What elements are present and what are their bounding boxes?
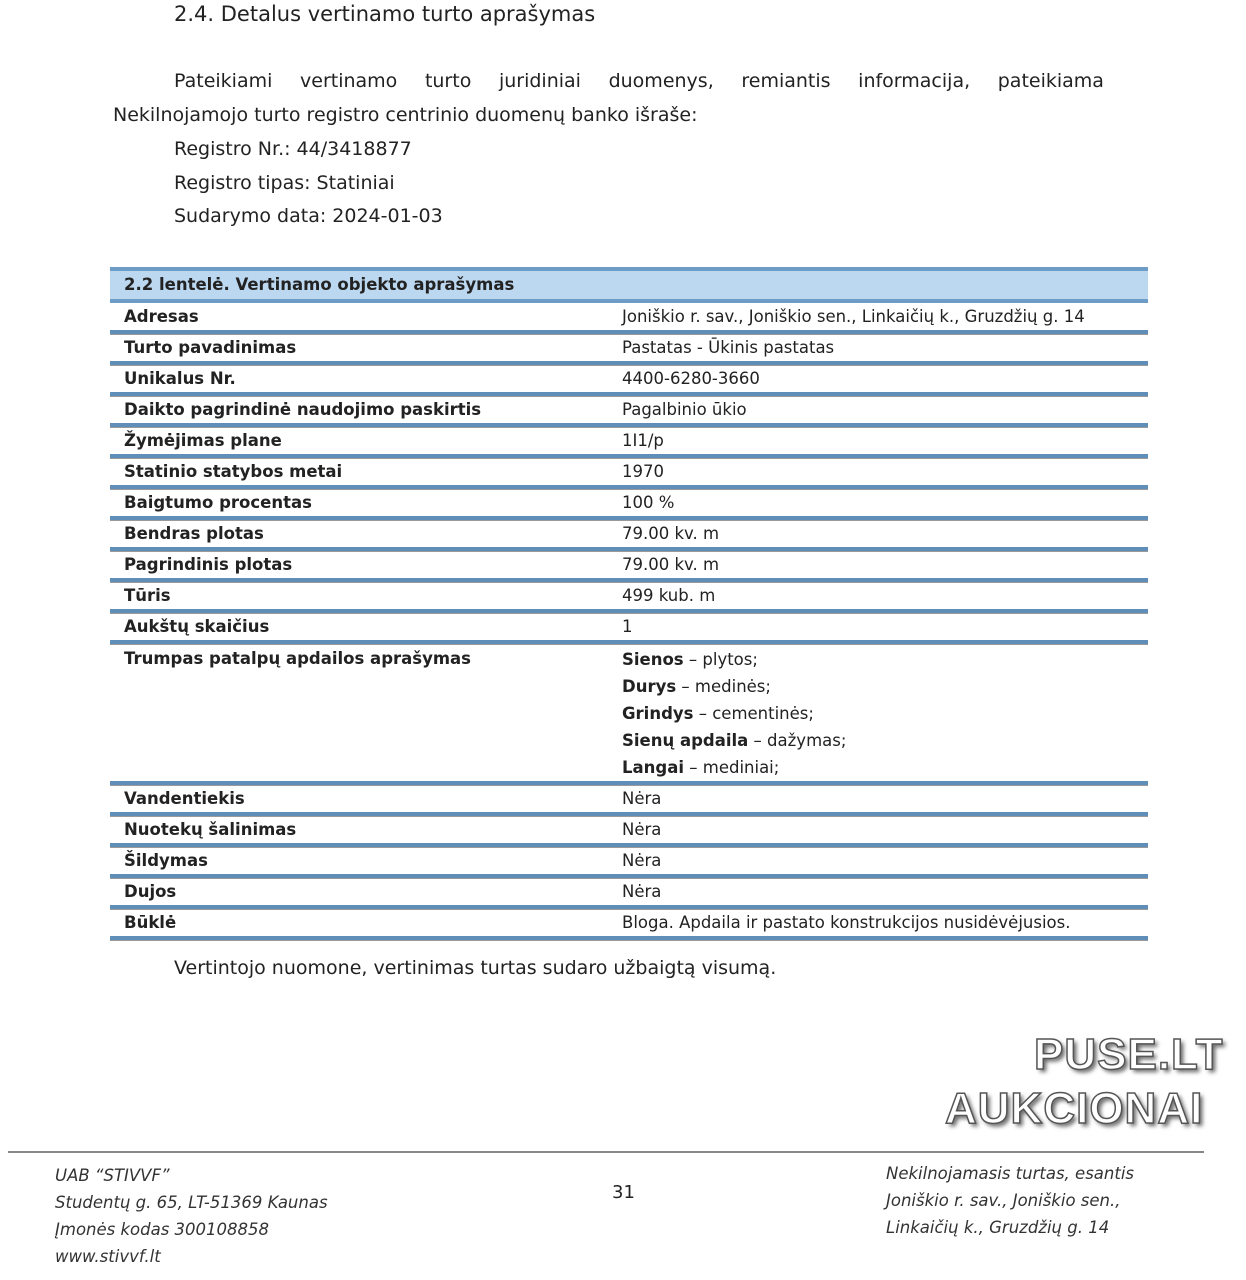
footer-property-line: Nekilnojamasis turtas, esantis [886,1164,1135,1183]
footer-company: UAB “STIVVF” Studentų g. 65, LT-51369 Ka… [55,1162,328,1270]
finish-item-label: Durys [622,677,677,696]
finish-item: Sienų apdaila – dažymas; [622,727,1148,754]
intro-line-2: Nekilnojamojo turto registro centrinio d… [113,104,698,126]
table-row: Dujos Nėra [110,878,1148,909]
page-number: 31 [612,1182,635,1203]
row-value: 100 % [622,493,675,512]
finish-item-label: Sienos [622,650,684,669]
row-key: Unikalus Nr. [124,369,236,388]
section-title: 2.4. Detalus vertinamo turto aprašymas [174,2,596,26]
watermark-logo: AUKCIONAI [944,1083,1204,1134]
table-row: Vandentiekis Nėra [110,785,1148,816]
table-row: Šildymas Nėra [110,847,1148,878]
finish-item: Durys – medinės; [622,673,1148,700]
footer-company-name: UAB “STIVVF” [55,1166,170,1185]
finish-item-text: – mediniai; [684,758,780,777]
row-value: 79.00 kv. m [622,524,720,543]
row-value: 4400-6280-3660 [622,369,760,388]
footer-divider [8,1151,1204,1153]
row-value: 1I1/p [622,431,664,450]
finish-item-text: – cementinės; [693,704,814,723]
footer-property: Nekilnojamasis turtas, esantis Joniškio … [886,1160,1134,1241]
row-key: Žymėjimas plane [124,431,282,450]
table-row: Žymėjimas plane 1I1/p [110,427,1148,458]
row-key: Statinio statybos metai [124,462,343,481]
row-value: Nėra [622,820,662,839]
finish-item-text: – plytos; [683,650,758,669]
row-key: Šildymas [124,851,208,870]
finish-item-text: – dažymas; [748,731,847,750]
row-value: Nėra [622,789,662,808]
footer-company-code: Įmonės kodas 300108858 [55,1220,270,1239]
row-value: 1 [622,617,633,636]
table-row-finish: Trumpas patalpų apdailos aprašymas Sieno… [110,644,1148,785]
row-key: Vandentiekis [124,789,245,808]
finish-item-label: Sienų apdaila [622,731,749,750]
intro-word: Pateikiami [174,70,273,92]
table-row: Pagrindinis plotas 79.00 kv. m [110,551,1148,582]
registry-type: Registro tipas: Statiniai [174,172,395,194]
row-value: 499 kub. m [622,586,716,605]
intro-word: informacija, [858,70,971,92]
row-key: Tūris [124,586,171,605]
finish-item-text: – medinės; [676,677,771,696]
row-value: Bloga. Apdaila ir pastato konstrukcijos … [622,913,1071,932]
row-key: Bendras plotas [124,524,264,543]
object-description-table: 2.2 lentelė. Vertinamo objekto aprašymas… [110,267,1148,940]
row-key: Trumpas patalpų apdailos aprašymas [124,649,471,668]
table-row: Baigtumo procentas 100 % [110,489,1148,520]
intro-word: turto [424,70,472,92]
row-value: Pagalbinio ūkio [622,400,747,419]
row-key: Pagrindinis plotas [124,555,293,574]
table-row: Statinio statybos metai 1970 [110,458,1148,489]
conclusion-text: Vertintojo nuomone, vertinimas turtas su… [174,957,777,979]
row-key: Dujos [124,882,177,901]
table-row: Nuotekų šalinimas Nėra [110,816,1148,847]
footer-address: Studentų g. 65, LT-51369 Kaunas [55,1193,328,1212]
row-value: 79.00 kv. m [622,555,720,574]
row-value: Nėra [622,851,662,870]
finish-item: Langai – mediniai; [622,754,1148,781]
intro-word: vertinamo [300,70,398,92]
footer-property-line: Joniškio r. sav., Joniškio sen., [886,1191,1121,1210]
intro-word: pateikiama [997,70,1104,92]
registry-date: Sudarymo data: 2024-01-03 [174,205,443,227]
table-row: Unikalus Nr. 4400-6280-3660 [110,365,1148,396]
intro-line-1: Pateikiami vertinamo turto juridiniai duomen… [174,70,1104,92]
row-key: Daikto pagrindinė naudojimo paskirtis [124,400,482,419]
row-key: Adresas [124,307,199,326]
row-value: Joniškio r. sav., Joniškio sen., Linkaič… [622,307,1085,326]
row-key: Baigtumo procentas [124,493,312,512]
table-row: Būklė Bloga. Apdaila ir pastato konstrukc… [110,909,1148,940]
table-row: Daikto pagrindinė naudojimo paskirtis Pag… [110,396,1148,427]
row-key: Turto pavadinimas [124,338,297,357]
row-value: 1970 [622,462,664,481]
row-key: Būklė [124,913,177,932]
table-caption: 2.2 lentelė. Vertinamo objekto aprašymas [110,267,1148,303]
finish-item-label: Grindys [622,704,694,723]
table-row: Bendras plotas 79.00 kv. m [110,520,1148,551]
row-value: Pastatas - Ūkinis pastatas [622,338,835,357]
row-key: Nuotekų šalinimas [124,820,297,839]
intro-word: juridiniai [498,70,581,92]
intro-word: remiantis [741,70,831,92]
finish-item-label: Langai [622,758,684,777]
table-row: Aukštų skaičius 1 [110,613,1148,644]
footer-website[interactable]: www.stivvf.lt [55,1247,161,1266]
row-key: Aukštų skaičius [124,617,270,636]
row-value: Nėra [622,882,662,901]
table-row: Adresas Joniškio r. sav., Joniškio sen., … [110,303,1148,334]
finish-item: Sienos – plytos; [622,646,1148,673]
table-row: Tūris 499 kub. m [110,582,1148,613]
finish-item: Grindys – cementinės; [622,700,1148,727]
table-row: Turto pavadinimas Pastatas - Ūkinis pasta… [110,334,1148,365]
registry-number: Registro Nr.: 44/3418877 [174,138,412,160]
footer-property-line: Linkaičių k., Gruzdžių g. 14 [886,1218,1110,1237]
intro-word: duomenys, [608,70,714,92]
watermark-logo: PUSE.LT [1033,1029,1224,1080]
